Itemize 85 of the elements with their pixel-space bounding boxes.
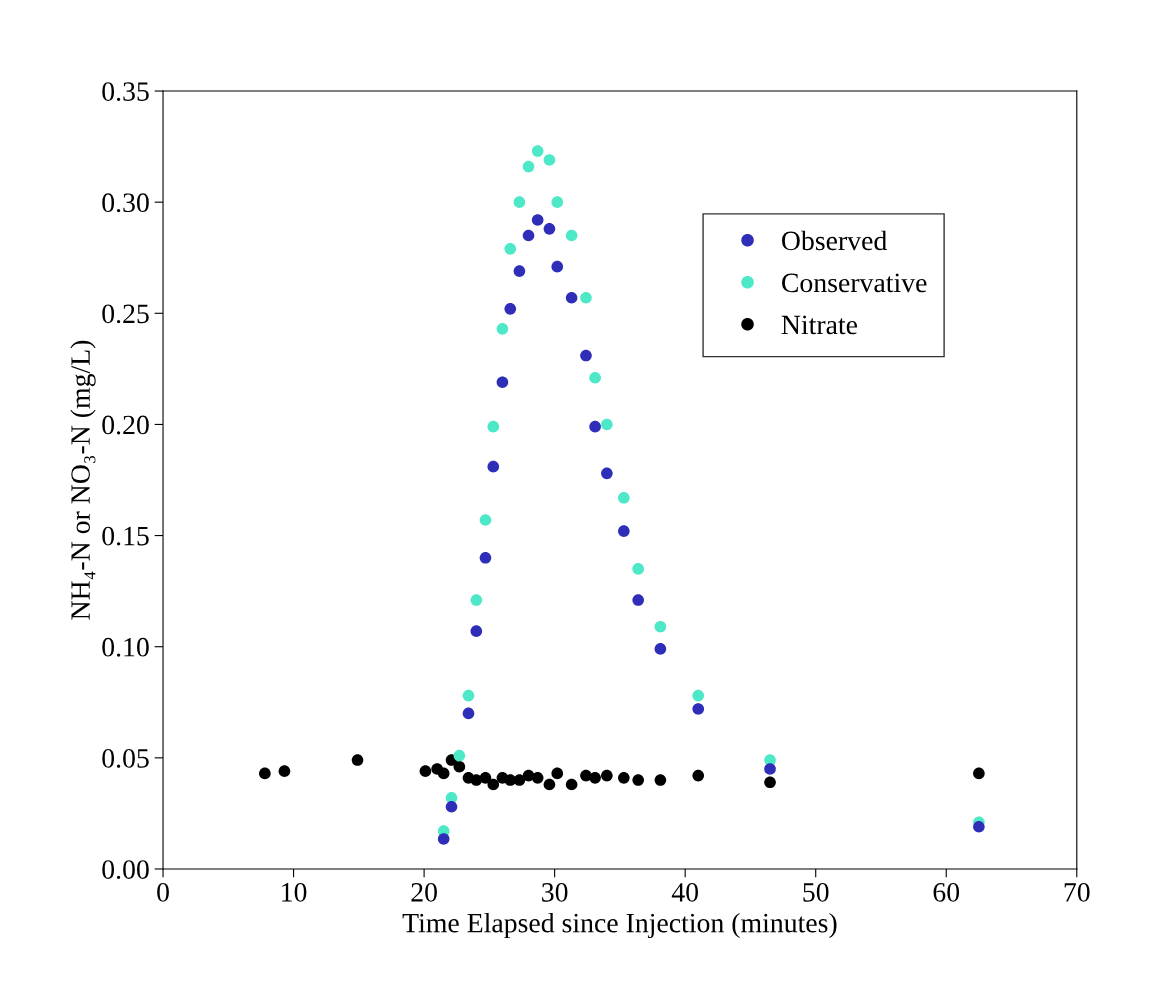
point: [487, 420, 500, 433]
point: [654, 620, 667, 633]
point: [973, 767, 985, 780]
point: [504, 303, 517, 315]
point: [351, 754, 364, 766]
y-tick-label: 0.10: [102, 637, 149, 657]
point: [522, 229, 535, 242]
point: [453, 760, 466, 773]
point: [531, 145, 544, 157]
point: [618, 491, 630, 504]
y-tick-label: 0.30: [102, 193, 149, 213]
point: [601, 769, 613, 782]
point: [654, 643, 667, 655]
y-tick-label: 0.20: [102, 415, 149, 435]
point: [470, 594, 483, 606]
legend-label: Nitrate: [781, 315, 858, 335]
point: [580, 349, 592, 362]
point: [543, 223, 556, 235]
point: [973, 820, 985, 833]
x-tick-label: 50: [803, 882, 829, 902]
point: [453, 749, 466, 762]
x-tick-label: 0: [157, 882, 169, 902]
point: [551, 196, 564, 208]
point: [462, 707, 475, 720]
x-tick-label: 70: [1064, 882, 1090, 902]
x-axis-title: Time Elapsed since Injection (minutes): [402, 912, 837, 939]
point: [580, 291, 592, 304]
point: [692, 689, 705, 702]
point: [551, 767, 564, 780]
point: [589, 420, 601, 433]
point: [522, 160, 535, 173]
point: [504, 243, 517, 255]
point: [654, 774, 667, 786]
point: [513, 196, 526, 208]
y-tick-label: 0.15: [102, 526, 149, 546]
point: [278, 765, 291, 777]
y-tick-label: 0.00: [102, 860, 149, 879]
point: [618, 525, 630, 537]
point: [445, 800, 458, 813]
point: [589, 371, 601, 384]
point: [487, 460, 500, 473]
point: [601, 467, 613, 480]
y-axis-title: NH₄-N or NO₃-N (mg/L): [70, 340, 96, 620]
point: [565, 291, 578, 304]
point: [632, 594, 644, 606]
point: [764, 763, 776, 775]
point: [531, 772, 544, 784]
point: [437, 767, 450, 780]
point: [632, 774, 644, 786]
point: [692, 769, 705, 782]
x-tick-label: 20: [411, 882, 437, 902]
point: [437, 833, 450, 845]
x-tick-label: 10: [282, 882, 307, 902]
point: [470, 625, 483, 637]
point: [531, 214, 544, 226]
y-tick-label: 0.35: [102, 82, 149, 102]
point: [513, 265, 526, 277]
point: [589, 772, 601, 784]
legend-label: Observed: [782, 230, 887, 251]
point: [419, 765, 432, 777]
point: [692, 703, 705, 715]
point: [543, 154, 556, 166]
point: [543, 778, 556, 791]
point: [496, 376, 509, 389]
x-tick-label: 40: [671, 882, 699, 902]
point: [618, 772, 630, 784]
point: [462, 689, 475, 702]
point: [601, 418, 613, 431]
point: [565, 229, 578, 242]
point: [479, 772, 492, 784]
point: [551, 260, 564, 273]
point: [487, 778, 500, 791]
legend-label: Conservative: [782, 273, 927, 293]
point: [632, 563, 644, 575]
point: [479, 514, 492, 526]
y-tick-label: 0.05: [102, 749, 149, 768]
point: [496, 323, 509, 335]
x-tick-label: 60: [933, 882, 960, 902]
x-tick-label: 30: [542, 882, 568, 902]
point: [479, 551, 492, 564]
point: [513, 774, 526, 786]
point: [764, 776, 776, 789]
point: [259, 767, 271, 780]
point: [565, 778, 578, 791]
y-tick-label: 0.25: [102, 304, 149, 324]
